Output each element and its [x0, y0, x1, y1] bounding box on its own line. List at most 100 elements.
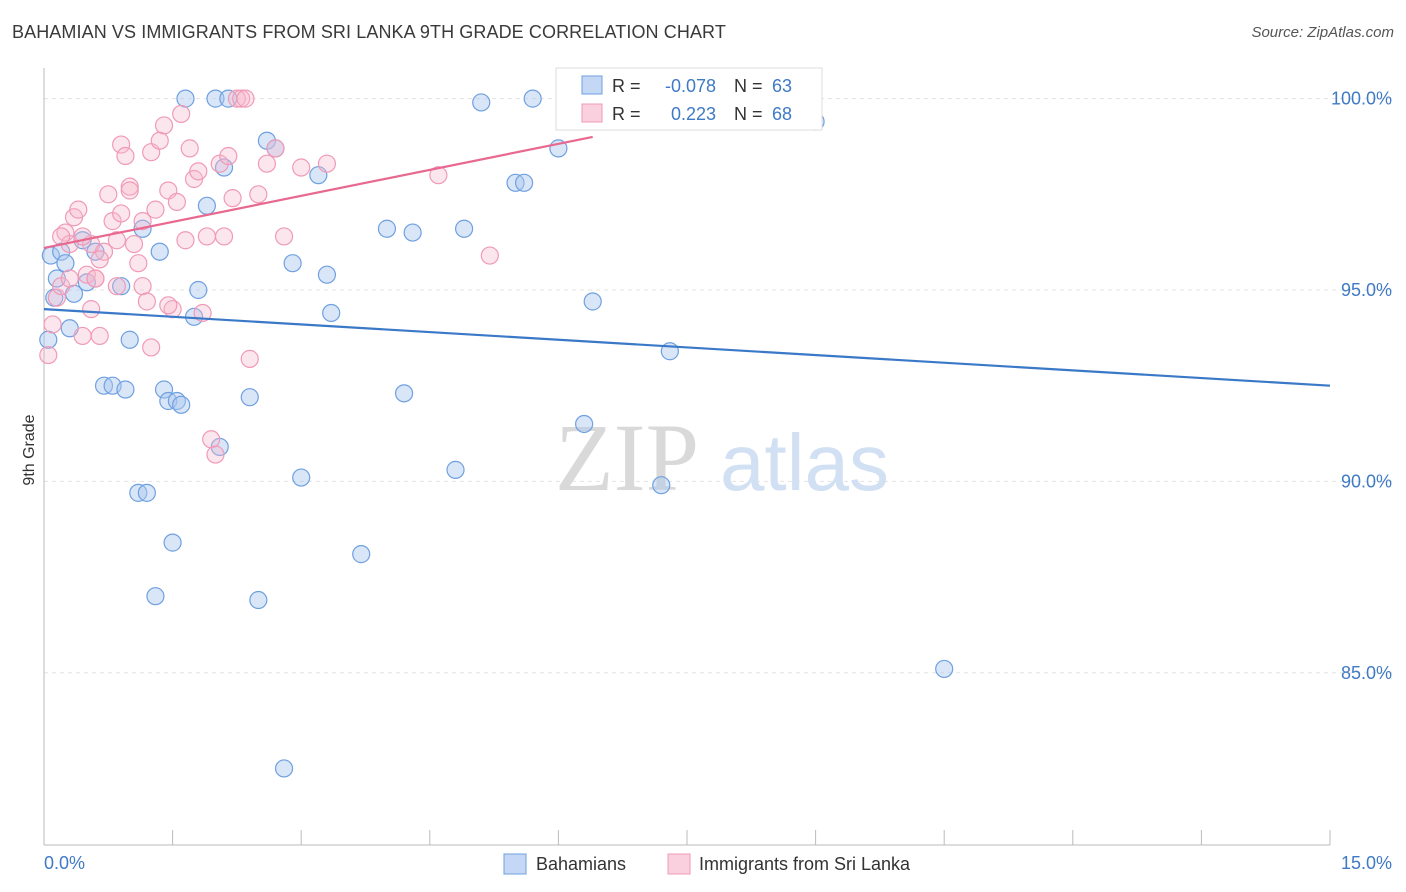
point-bahamians: [189, 280, 208, 300]
point-bahamians: [154, 380, 174, 399]
point-bahamians: [137, 483, 156, 502]
stats-r-label-1: R =: [612, 76, 641, 96]
point-bahamians: [575, 414, 594, 434]
legend-swatch-sri-lanka: [667, 853, 691, 875]
watermark-atlas: atlas: [720, 418, 889, 507]
point-bahamians: [206, 89, 225, 108]
point-bahamians: [176, 89, 195, 108]
point-sri-lanka: [150, 131, 169, 150]
axes: [43, 68, 1331, 846]
point-bahamians: [150, 242, 169, 261]
point-bahamians: [56, 254, 75, 273]
point-sri-lanka: [219, 146, 238, 166]
data-points: [39, 89, 954, 778]
point-sri-lanka: [129, 254, 148, 273]
point-bahamians: [583, 292, 602, 311]
point-sri-lanka: [120, 181, 139, 200]
point-sri-lanka: [137, 292, 156, 311]
point-sri-lanka: [133, 212, 152, 231]
x-tick-label: 15.0%: [1341, 853, 1392, 873]
point-bahamians: [377, 219, 397, 238]
point-bahamians: [197, 196, 216, 215]
point-sri-lanka: [429, 166, 448, 185]
legend-label-sri-lanka: Immigrants from Sri Lanka: [699, 854, 911, 874]
point-bahamians: [322, 303, 341, 323]
point-sri-lanka: [274, 227, 294, 246]
stats-n-label-2: N =: [734, 104, 763, 124]
legend-label-bahamians: Bahamians: [536, 854, 626, 874]
point-bahamians: [120, 330, 139, 349]
point-sri-lanka: [133, 277, 152, 296]
point-sri-lanka: [124, 234, 144, 254]
point-sri-lanka: [197, 227, 216, 246]
series-legend: Bahamians Immigrants from Sri Lanka: [503, 853, 911, 875]
y-tick-label: 95.0%: [1341, 280, 1392, 300]
point-sri-lanka: [99, 185, 118, 204]
point-sri-lanka: [172, 104, 191, 124]
stats-n-value-2: 68: [772, 104, 792, 124]
point-bahamians: [163, 533, 182, 552]
point-bahamians: [292, 468, 311, 487]
point-bahamians: [172, 395, 191, 414]
point-bahamians: [116, 380, 135, 399]
chart-source: Source: ZipAtlas.com: [1251, 24, 1394, 41]
point-sri-lanka: [266, 139, 285, 158]
x-tick-label: 0.0%: [44, 853, 85, 873]
point-sri-lanka: [43, 315, 62, 334]
point-sri-lanka: [47, 288, 66, 307]
trend-line-sri-lanka: [43, 135, 593, 249]
point-bahamians: [274, 759, 294, 778]
point-sri-lanka: [73, 326, 92, 346]
legend-swatch-bahamians: [503, 853, 527, 875]
point-bahamians: [403, 223, 422, 242]
point-sri-lanka: [223, 189, 242, 208]
point-bahamians: [472, 93, 491, 112]
point-bahamians: [652, 476, 671, 495]
point-sri-lanka: [317, 154, 337, 173]
point-sri-lanka: [112, 135, 131, 154]
y-tick-labels: 100.0% 95.0% 90.0% 85.0%: [1331, 89, 1392, 683]
y-tick-label: 100.0%: [1331, 89, 1392, 109]
point-sri-lanka: [159, 296, 178, 315]
y-tick-label: 90.0%: [1341, 471, 1392, 491]
y-axis-label: 9th Grade: [21, 414, 38, 485]
point-sri-lanka: [240, 349, 259, 368]
point-bahamians: [935, 659, 954, 679]
point-bahamians: [283, 254, 302, 273]
point-sri-lanka: [292, 158, 311, 177]
point-bahamians: [77, 273, 96, 292]
point-sri-lanka: [90, 326, 109, 346]
point-bahamians: [515, 173, 534, 192]
point-sri-lanka: [112, 204, 131, 223]
stats-r-value-1: -0.078: [665, 76, 716, 96]
point-sri-lanka: [167, 192, 186, 212]
point-bahamians: [446, 460, 465, 479]
point-sri-lanka: [193, 303, 212, 323]
point-bahamians: [352, 545, 371, 564]
point-bahamians: [317, 265, 337, 284]
point-sri-lanka: [480, 246, 499, 265]
point-sri-lanka: [257, 154, 277, 173]
point-sri-lanka: [189, 162, 208, 181]
point-bahamians: [249, 590, 268, 610]
point-sri-lanka: [90, 250, 109, 269]
point-sri-lanka: [60, 269, 79, 288]
point-sri-lanka: [69, 200, 88, 219]
stats-swatch-blue: [581, 75, 603, 95]
point-bahamians: [523, 89, 542, 108]
stats-n-value-1: 63: [772, 76, 792, 96]
stats-swatch-pink: [581, 103, 603, 123]
point-sri-lanka: [107, 231, 126, 250]
point-sri-lanka: [154, 116, 174, 135]
point-sri-lanka: [86, 269, 105, 288]
point-sri-lanka: [180, 139, 199, 158]
gridlines: [44, 98, 1394, 674]
point-bahamians: [454, 219, 474, 238]
point-sri-lanka: [39, 345, 58, 365]
point-sri-lanka: [202, 430, 221, 449]
point-sri-lanka: [249, 185, 268, 204]
point-sri-lanka: [142, 338, 161, 357]
point-bahamians: [394, 384, 414, 403]
trend-lines: [43, 135, 1331, 387]
